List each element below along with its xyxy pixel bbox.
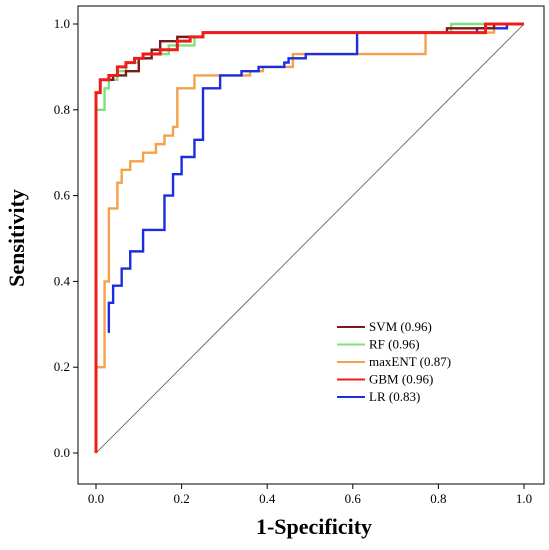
- y-tick-label: 0.8: [54, 102, 70, 117]
- y-tick-label: 0.6: [54, 188, 71, 203]
- y-tick-label: 0.0: [54, 445, 70, 460]
- x-axis: 0.0 0.2 0.4 0.6 0.8 1.0: [88, 484, 532, 506]
- x-axis-title: 1-Specificity: [256, 514, 372, 539]
- legend-label: LR (0.83): [369, 389, 420, 404]
- x-tick-label: 0.2: [173, 491, 189, 506]
- legend-label: GBM (0.96): [369, 372, 433, 387]
- legend-label: SVM (0.96): [369, 319, 432, 334]
- plot-frame: [77, 5, 545, 485]
- x-tick-label: 0.6: [345, 491, 362, 506]
- x-tick-label: 1.0: [516, 491, 532, 506]
- series-line-lr: [107, 22, 524, 333]
- series-lines: [94, 22, 524, 453]
- x-tick-label: 0.0: [88, 491, 104, 506]
- y-tick-label: 0.4: [54, 273, 71, 288]
- y-axis: 0.0 0.2 0.4 0.6 0.8 1.0: [54, 16, 78, 460]
- legend: SVM (0.96) RF (0.96) maxENT (0.87) GBM (0.9…: [337, 319, 451, 404]
- series-line-maxent: [94, 22, 524, 453]
- legend-label: maxENT (0.87): [369, 354, 451, 369]
- y-tick-label: 0.2: [54, 359, 70, 374]
- series-line-gbm: [94, 22, 524, 453]
- legend-label: RF (0.96): [369, 337, 420, 352]
- plot-area: [77, 5, 545, 485]
- y-axis-title: Sensitivity: [4, 189, 29, 287]
- diagonal-line: [95, 23, 525, 454]
- y-tick-label: 1.0: [54, 16, 70, 31]
- reference-diagonal: [95, 23, 525, 454]
- x-tick-label: 0.4: [259, 491, 276, 506]
- x-tick-label: 0.8: [430, 491, 446, 506]
